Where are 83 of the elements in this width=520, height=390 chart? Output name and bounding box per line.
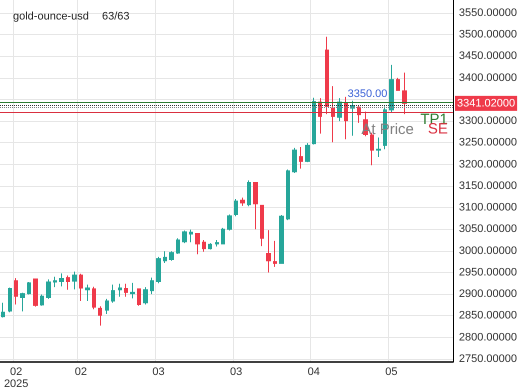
candlestick (92, 286, 96, 310)
candlestick (137, 288, 141, 306)
x-tick-label: 03 (230, 366, 242, 378)
candlestick (105, 298, 109, 314)
candlestick (208, 242, 212, 250)
candlestick (227, 214, 232, 232)
candlestick (118, 283, 122, 298)
y-tick-label: 3200.00000 (458, 158, 518, 170)
candlestick (202, 240, 206, 252)
y-tick-label: 3250.00000 (458, 136, 518, 149)
candlestick (299, 146, 303, 170)
y-tick-label: 2950.00000 (458, 266, 518, 278)
candlestick (111, 284, 115, 304)
candlestick (305, 142, 310, 163)
candlestick (72, 271, 77, 290)
candlestick (350, 100, 355, 136)
candlestick (266, 230, 271, 273)
candlestick (59, 272, 64, 287)
candlestick (292, 147, 297, 174)
candlestick (402, 72, 407, 115)
candlestick (253, 182, 258, 230)
x-tick-label: 02 2025 (4, 366, 28, 390)
candlestick (344, 96, 348, 140)
y-tick-label: 3550.00000 (458, 6, 518, 19)
y-tick-label: 3100.00000 (458, 202, 518, 214)
y-tick-label: 2850.00000 (458, 310, 518, 322)
candlestick (98, 306, 102, 326)
candlestick (215, 240, 219, 248)
candlestick (240, 197, 245, 206)
candlestick (40, 294, 44, 306)
candlestick (46, 278, 51, 300)
candlestick (189, 229, 193, 243)
text: 3341.02000 (457, 97, 516, 110)
candlestick (376, 137, 381, 158)
candlestick (325, 36, 329, 115)
text: 63/63 (102, 10, 130, 22)
candlestick (66, 275, 70, 290)
candlestick (33, 278, 38, 308)
candlestick (286, 169, 290, 221)
candlestick (1, 302, 5, 318)
candlestick (53, 276, 57, 288)
candlestick (143, 286, 148, 305)
y-tick-label: 2800.00000 (458, 331, 518, 344)
candlestick (20, 292, 25, 312)
candlestick (27, 281, 31, 296)
candlestick (279, 214, 284, 264)
candlestick (389, 64, 394, 114)
candlestick (156, 256, 161, 284)
x-tick-label: 03 (152, 366, 165, 378)
candlestick (14, 278, 18, 305)
candlestick (85, 284, 90, 302)
candlestick (396, 77, 400, 92)
candlestick (124, 283, 128, 298)
y-tick-label: 2750.00000 (458, 352, 518, 365)
candlestick (169, 250, 174, 262)
candlestick (221, 227, 225, 245)
candlestick (247, 180, 251, 207)
y-tick-label: 3450.00000 (458, 50, 518, 62)
y-tick-label: 3150.00000 (458, 180, 518, 192)
candlestick (163, 250, 167, 264)
y-tick-label: 3500.00000 (458, 28, 518, 41)
candlestick (182, 230, 187, 244)
x-tick-label: 05 (385, 366, 398, 378)
candlestick (176, 238, 180, 254)
y-tick-label: 2900.00000 (458, 288, 518, 300)
annotation: 3350.00 (348, 88, 388, 100)
y-tick-label: 3300.00000 (458, 115, 518, 128)
x-tick-label: 04 (308, 366, 320, 378)
candlestick (195, 233, 200, 255)
candlestick (234, 198, 238, 217)
candlestick (312, 97, 316, 145)
candlestick (331, 86, 335, 143)
y-tick-label: 3050.00000 (458, 223, 518, 236)
candlestick (260, 204, 264, 247)
candlestick (79, 273, 83, 302)
y-tick-label: 3000.00000 (458, 244, 518, 257)
x-tick-label: 02 (74, 366, 87, 378)
candlestick (273, 240, 277, 268)
text: gold-ounce-usd (13, 10, 89, 22)
candlestick (150, 277, 154, 295)
candlestick (130, 282, 135, 299)
candlestick (8, 287, 12, 313)
y-tick-label: 3400.00000 (458, 72, 518, 84)
